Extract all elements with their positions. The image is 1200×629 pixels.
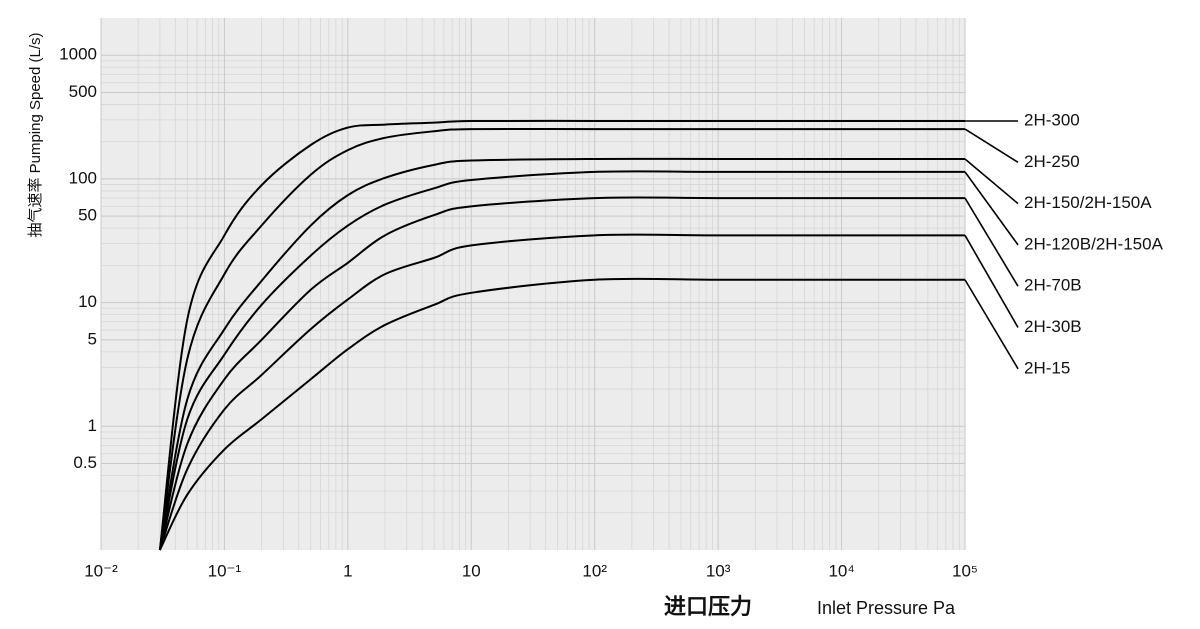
curve (158, 170, 965, 551)
x-tick-label: 10³ (706, 561, 731, 580)
y-axis-label: 抽气速率 Pumping Speed (L/s) (27, 32, 44, 237)
leader-line (964, 234, 1019, 328)
x-tick-label: 10⁻² (84, 561, 118, 580)
x-axis-label-cn: 进口压力 (664, 594, 752, 619)
y-tick-label: 5 (88, 329, 97, 348)
x-tick-label: 1 (343, 561, 352, 580)
series-label: 2H-30B (1024, 317, 1082, 336)
x-tick-label: 10⁻¹ (208, 561, 242, 580)
curve (158, 196, 965, 551)
curve (158, 119, 965, 551)
x-tick-label: 10⁵ (952, 561, 978, 580)
series-label: 2H-15 (1024, 358, 1070, 377)
y-tick-label: 10 (78, 292, 97, 311)
curve (158, 127, 965, 551)
curve (158, 277, 965, 551)
series-label: 2H-120B/2H-150A (1024, 234, 1164, 253)
series-label: 2H-150/2H-150A (1024, 193, 1152, 212)
x-tick-label: 10 (462, 561, 481, 580)
curve (158, 233, 965, 551)
leader-line (964, 171, 1019, 246)
x-tick-label: 10⁴ (828, 561, 854, 580)
leader-line (964, 197, 1019, 287)
series-label: 2H-70B (1024, 276, 1082, 295)
x-axis-label: Inlet Pressure Pa (817, 598, 956, 618)
series-label: 2H-250 (1024, 152, 1080, 171)
y-tick-label: 500 (69, 82, 97, 101)
leader-line (964, 128, 1019, 163)
y-tick-label: 0.5 (73, 453, 97, 472)
x-tick-label: 10² (582, 561, 607, 580)
y-tick-label: 100 (69, 168, 97, 187)
leader-line (964, 279, 1019, 370)
curve (158, 157, 965, 551)
y-tick-label: 1 (88, 416, 97, 435)
y-tick-label: 1000 (59, 45, 97, 64)
y-tick-label: 50 (78, 206, 97, 225)
series-label: 2H-300 (1024, 110, 1080, 129)
leader-line (964, 158, 1019, 205)
